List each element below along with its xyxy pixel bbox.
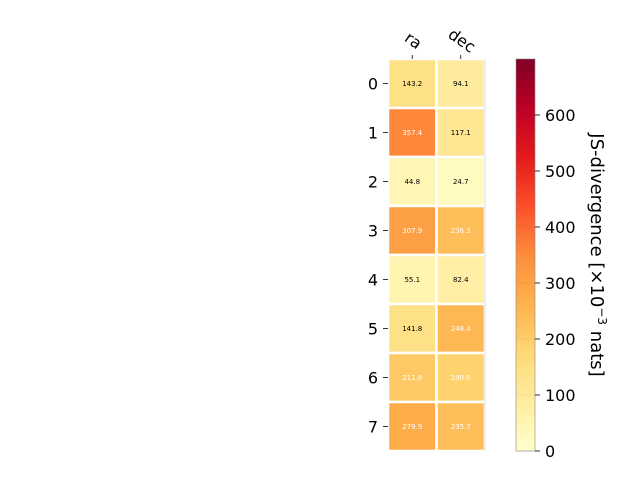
colorbar: 0 100 200 300 400 500 600 JS-divergence [×10−3… [515, 58, 609, 461]
cell-value-label: 357.4 [402, 129, 423, 137]
colorbar-tick-label: 100 [545, 386, 576, 405]
row-label-5: 5 [368, 320, 378, 339]
cell-value-label: 44.8 [404, 178, 420, 186]
cell-value-label: 94.1 [453, 80, 469, 88]
cell-value-label: 307.9 [402, 227, 422, 235]
colorbar-tick-label: 400 [545, 218, 576, 237]
column-label-ra: ra [401, 28, 425, 53]
colorbar-ticks: 0 100 200 300 400 500 600 [516, 106, 576, 461]
colorbar-gradient [515, 58, 536, 452]
cell-value-label: 143.2 [402, 80, 422, 88]
cell-value-label: 279.9 [402, 423, 422, 431]
cell-value-label: 248.4 [451, 325, 472, 333]
cell-value-label: 24.7 [453, 178, 469, 186]
colorbar-tick-label: 0 [545, 442, 555, 461]
colorbar-tick-label: 300 [545, 274, 576, 293]
cell-value-label: 190.6 [451, 374, 472, 382]
cell-value-label: 55.1 [404, 276, 420, 284]
heatmap-grid: 143.2 94.1 357.4 117.1 44.8 24.7 307.9 236.3 55.… [386, 57, 487, 453]
colorbar-tick-label: 200 [545, 330, 576, 349]
heatmap-cell-7-dec [435, 400, 487, 453]
row-label-0: 0 [368, 75, 378, 94]
column-labels: ra dec [401, 24, 479, 59]
heatmap-cell-4-dec [435, 253, 487, 306]
row-label-3: 3 [368, 222, 378, 241]
cell-value-label: 82.4 [453, 276, 469, 284]
cell-value-label: 235.7 [451, 423, 471, 431]
colorbar-label: JS-divergence [×10−3 nats] [586, 132, 609, 376]
row-label-4: 4 [368, 271, 378, 290]
colorbar-tick-label: 600 [545, 106, 576, 125]
cell-value-label: 117.1 [451, 129, 471, 137]
cell-value-label: 236.3 [451, 227, 471, 235]
colorbar-tick-label: 500 [545, 162, 576, 181]
cell-value-label: 141.8 [402, 325, 422, 333]
column-label-dec: dec [445, 24, 479, 56]
heatmap-cell-3-dec [435, 204, 487, 257]
row-label-2: 2 [368, 173, 378, 192]
row-label-1: 1 [368, 124, 378, 143]
row-label-6: 6 [368, 369, 378, 388]
row-labels: 0 1 2 3 4 5 6 7 [368, 75, 388, 437]
row-label-7: 7 [368, 418, 378, 437]
cell-value-label: 211.8 [402, 374, 422, 382]
